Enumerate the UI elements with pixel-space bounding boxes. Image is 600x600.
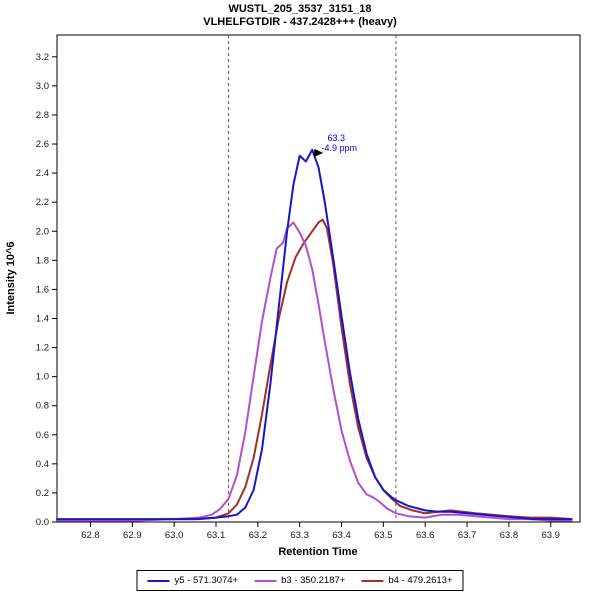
y-tick-label: 2.4 [36,168,49,179]
y-tick-label: 3.2 [36,52,49,63]
legend-line-sample [147,579,170,582]
plot-area-border [56,34,581,523]
x-tick-label: 63.3 [290,530,309,541]
legend-item-b3: b3 - 350.2187+ [254,575,345,586]
y-tick-label: 0.2 [36,488,49,499]
x-tick-label: 63.8 [500,530,519,541]
y-tick-label: 2.0 [36,226,49,237]
x-tick-label: 63.9 [541,530,560,541]
y-tick-label: 0.4 [36,459,49,470]
legend-line-sample [254,579,277,582]
legend-item-b4: b4 - 479.2613+ [361,575,453,586]
y-tick-label: 1.2 [36,343,49,354]
y-tick-label: 1.8 [36,255,49,266]
x-tick-label: 63.2 [249,530,268,541]
legend-label: y5 - 571.3074+ [174,575,239,586]
y-axis-label: Intensity 10^6 [5,241,17,314]
y-tick-label: 2.8 [36,110,49,121]
y-tick-label: 0.8 [36,401,49,412]
legend-line-sample [361,579,384,582]
x-tick-label: 63.4 [332,530,351,541]
y-tick-label: 2.2 [36,197,49,208]
y-tick-label: 3.0 [36,81,49,92]
legend-item-y5: y5 - 571.3074+ [147,575,238,586]
legend-label: b4 - 479.2613+ [388,575,453,586]
peak-arrow-icon [314,148,324,157]
x-tick-label: 62.8 [81,530,100,541]
series-line-y5[interactable] [56,148,573,521]
legend: y5 - 571.3074+ b3 - 350.2187+ b4 - 479.261… [136,570,464,591]
x-tick-label: 63.7 [458,530,477,541]
x-tick-label: 63.5 [374,530,393,541]
x-axis-label: Retention Time [278,546,357,558]
y-tick-label: 1.6 [36,284,49,295]
y-tick-label: 0.6 [36,430,49,441]
series-line-b3[interactable] [56,221,573,522]
y-tick-label: 1.0 [36,372,49,383]
legend-label: b3 - 350.2187+ [281,575,346,586]
chromatogram-plot[interactable]: 62.8 62.9 63.0 63.1 63.2 63.3 63.4 63.5 63.6 63.7… [0,0,600,566]
x-tick-label: 62.9 [123,530,142,541]
x-tick-label: 63.6 [416,530,435,541]
x-tick-label: 63.0 [165,530,184,541]
y-tick-label: 1.4 [36,313,49,324]
y-tick-label: 2.6 [36,139,49,150]
peak-rt-label: 63.3 [327,133,345,143]
peak-ppm-label: -4.9 ppm [321,143,357,153]
x-tick-label: 63.1 [207,530,226,541]
series-line-b4[interactable] [56,218,573,522]
y-tick-label: 0.0 [36,517,49,528]
